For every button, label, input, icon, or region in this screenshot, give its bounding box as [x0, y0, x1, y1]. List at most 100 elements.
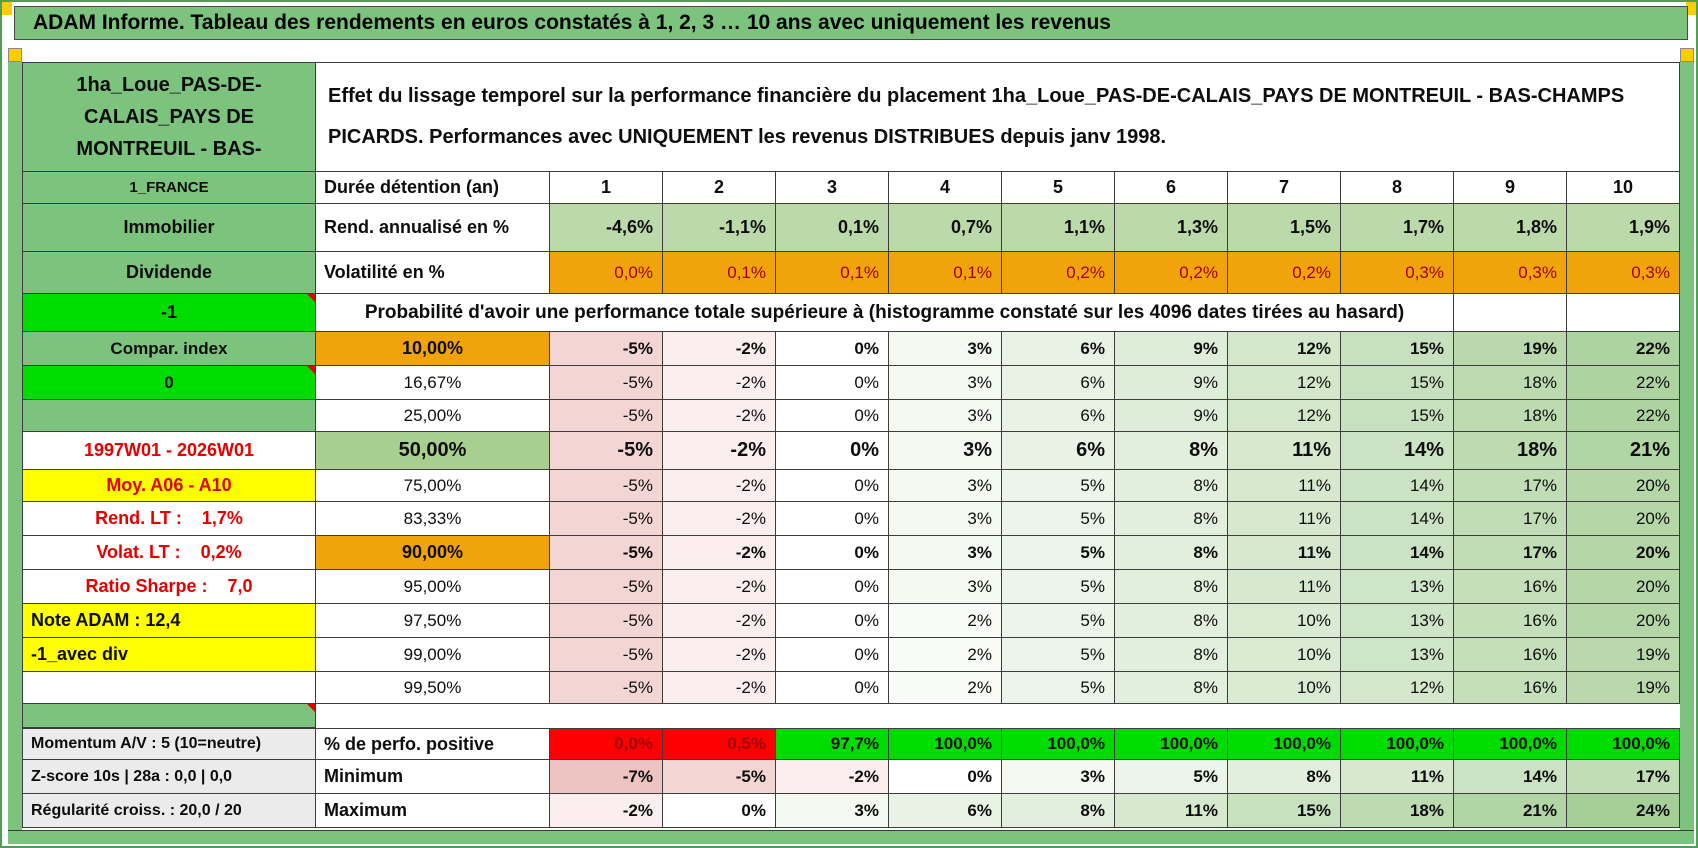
probability-value[interactable]: 9% — [1115, 400, 1228, 432]
probability-value[interactable]: -2% — [663, 672, 776, 704]
annualized-return-value[interactable]: 1,7% — [1341, 204, 1454, 252]
probability-value[interactable]: 12% — [1228, 400, 1341, 432]
cell-maximum[interactable]: 3% — [776, 794, 889, 828]
probability-value[interactable]: 0% — [776, 502, 889, 536]
stat-label-maximum[interactable]: Maximum — [316, 794, 550, 828]
probability-value[interactable]: -5% — [550, 570, 663, 604]
probability-value[interactable]: 8% — [1115, 432, 1228, 470]
probability-value[interactable]: 14% — [1341, 470, 1454, 502]
cell-perfo-positive[interactable]: 0,0% — [550, 728, 663, 760]
duration-label[interactable]: Durée détention (an) — [316, 172, 550, 204]
probability-value[interactable]: 20% — [1567, 604, 1680, 638]
probability-value[interactable]: 9% — [1115, 332, 1228, 366]
row-header-immobilier[interactable]: Immobilier — [22, 204, 316, 252]
probability-value[interactable]: 3% — [889, 332, 1002, 366]
probability-value[interactable]: 0% — [776, 536, 889, 570]
row-header-left[interactable]: 0 — [22, 366, 316, 400]
volatility-value[interactable]: 0,2% — [1115, 252, 1228, 294]
probability-value[interactable]: 20% — [1567, 470, 1680, 502]
probability-value[interactable]: 5% — [1002, 672, 1115, 704]
probability-banner[interactable]: Probabilité d'avoir une performance tota… — [316, 294, 1454, 332]
probability-value[interactable]: 11% — [1228, 536, 1341, 570]
probability-value[interactable]: 5% — [1002, 638, 1115, 672]
report-description[interactable]: Effet du lissage temporel sur la perform… — [316, 62, 1680, 172]
probability-value[interactable]: 6% — [1002, 366, 1115, 400]
column-header-year-3[interactable]: 3 — [776, 172, 889, 204]
probability-value[interactable]: 0% — [776, 332, 889, 366]
probability-value[interactable]: 5% — [1002, 470, 1115, 502]
cell-perfo-positive[interactable]: 100,0% — [1002, 728, 1115, 760]
probability-value[interactable]: -5% — [550, 332, 663, 366]
row-header-minus-one[interactable]: -1 — [22, 294, 316, 332]
cell-minimum[interactable]: 11% — [1341, 760, 1454, 794]
cell-maximum[interactable]: 18% — [1341, 794, 1454, 828]
probability-value[interactable]: 8% — [1115, 470, 1228, 502]
probability-value[interactable]: 0% — [776, 470, 889, 502]
probability-value[interactable]: 13% — [1341, 638, 1454, 672]
volatility-value[interactable]: 0,3% — [1341, 252, 1454, 294]
cell-minimum[interactable]: 8% — [1228, 760, 1341, 794]
cell-perfo-positive[interactable]: 100,0% — [1567, 728, 1680, 760]
probability-value[interactable]: 22% — [1567, 366, 1680, 400]
probability-value[interactable]: 22% — [1567, 400, 1680, 432]
probability-value[interactable]: 22% — [1567, 332, 1680, 366]
cell-perfo-positive[interactable]: 97,7% — [776, 728, 889, 760]
percentile-label[interactable]: 83,33% — [316, 502, 550, 536]
probability-value[interactable]: 3% — [889, 536, 1002, 570]
probability-value[interactable]: 5% — [1002, 570, 1115, 604]
probability-value[interactable]: -2% — [663, 400, 776, 432]
cell-perfo-positive[interactable]: 100,0% — [1454, 728, 1567, 760]
probability-value[interactable]: 0% — [776, 638, 889, 672]
cell-minimum[interactable]: 5% — [1115, 760, 1228, 794]
probability-value[interactable]: 19% — [1454, 332, 1567, 366]
column-header-year-4[interactable]: 4 — [889, 172, 1002, 204]
probability-value[interactable]: -2% — [663, 570, 776, 604]
probability-value[interactable]: 16% — [1454, 638, 1567, 672]
cell-minimum[interactable]: 0% — [889, 760, 1002, 794]
volatility-value[interactable]: 0,3% — [1454, 252, 1567, 294]
probability-value[interactable]: 20% — [1567, 536, 1680, 570]
cell-minimum[interactable]: 3% — [1002, 760, 1115, 794]
probability-value[interactable]: 0% — [776, 432, 889, 470]
probability-value[interactable]: 8% — [1115, 604, 1228, 638]
probability-value[interactable]: -2% — [663, 470, 776, 502]
row-header-left[interactable]: Ratio Sharpe : 7,0 — [22, 570, 316, 604]
cell-perfo-positive[interactable]: 100,0% — [1115, 728, 1228, 760]
row-header-country[interactable]: 1_FRANCE — [22, 172, 316, 204]
probability-value[interactable]: 12% — [1341, 672, 1454, 704]
stat-label-minimum[interactable]: Minimum — [316, 760, 550, 794]
probability-value[interactable]: 16% — [1454, 604, 1567, 638]
cell-maximum[interactable]: 21% — [1454, 794, 1567, 828]
volatility-value[interactable]: 0,2% — [1228, 252, 1341, 294]
annualized-return-value[interactable]: 1,9% — [1567, 204, 1680, 252]
annualized-return-value[interactable]: 1,8% — [1454, 204, 1567, 252]
probability-value[interactable]: -2% — [663, 536, 776, 570]
column-header-year-8[interactable]: 8 — [1341, 172, 1454, 204]
percentile-label[interactable]: 25,00% — [316, 400, 550, 432]
volatility-label[interactable]: Volatilité en % — [316, 252, 550, 294]
annualized-return-value[interactable]: 1,1% — [1002, 204, 1115, 252]
column-header-year-9[interactable]: 9 — [1454, 172, 1567, 204]
probability-value[interactable]: 2% — [889, 672, 1002, 704]
probability-value[interactable]: 18% — [1454, 366, 1567, 400]
cell-perfo-positive[interactable]: 100,0% — [1228, 728, 1341, 760]
annualized-return-value[interactable]: 0,1% — [776, 204, 889, 252]
annualized-return-value[interactable]: 0,7% — [889, 204, 1002, 252]
probability-value[interactable]: 0% — [776, 400, 889, 432]
percentile-label[interactable]: 16,67% — [316, 366, 550, 400]
column-header-year-5[interactable]: 5 — [1002, 172, 1115, 204]
percentile-label[interactable]: 50,00% — [316, 432, 550, 470]
empty-cell[interactable] — [1567, 294, 1680, 332]
probability-value[interactable]: 6% — [1002, 332, 1115, 366]
probability-value[interactable]: 16% — [1454, 672, 1567, 704]
probability-value[interactable]: -2% — [663, 332, 776, 366]
probability-value[interactable]: 13% — [1341, 604, 1454, 638]
percentile-label[interactable]: 10,00% — [316, 332, 550, 366]
row-header-left[interactable] — [22, 672, 316, 704]
cell-maximum[interactable]: 6% — [889, 794, 1002, 828]
cell-minimum[interactable]: 14% — [1454, 760, 1567, 794]
cell-perfo-positive[interactable]: 100,0% — [889, 728, 1002, 760]
probability-value[interactable]: -5% — [550, 502, 663, 536]
probability-value[interactable]: 14% — [1341, 502, 1454, 536]
row-header-left[interactable] — [22, 400, 316, 432]
